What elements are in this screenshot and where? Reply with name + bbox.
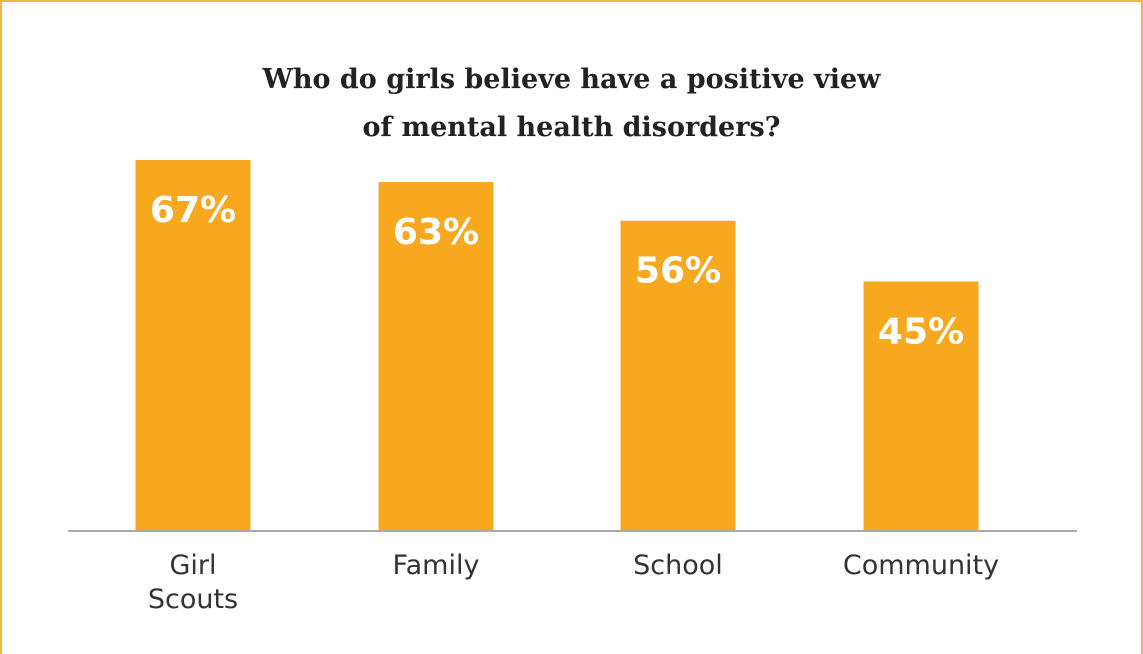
bar-0 [135,160,251,530]
chart-title-line-1: Who do girls believe have a positive vie… [262,64,881,95]
chart-title: Who do girls believe have a positive vie… [0,56,1143,152]
x-tick-label-2: School [633,550,723,581]
x-tick-label-1-line-0: Family [393,550,480,581]
x-tick-label-3: Community [843,550,999,581]
x-tick-label-1: Family [393,550,480,581]
chart-title-line-2: of mental health disorders? [362,112,781,143]
x-tick-label-0-line-1: Scouts [148,584,238,615]
bar-value-label-2: 56% [635,251,721,292]
bar-1 [378,182,494,531]
x-tick-label-0-line-0: Girl [169,550,216,581]
x-tick-label-0: Girl Scouts [148,550,238,615]
bar-value-label-3: 45% [878,311,964,352]
bar-3 [863,281,979,530]
bar-value-label-0: 67% [150,190,236,231]
x-tick-label-3-line-0: Community [843,550,999,581]
bar-value-label-1: 63% [393,212,479,253]
x-tick-label-2-line-0: School [633,550,723,581]
bar-2 [620,220,736,530]
